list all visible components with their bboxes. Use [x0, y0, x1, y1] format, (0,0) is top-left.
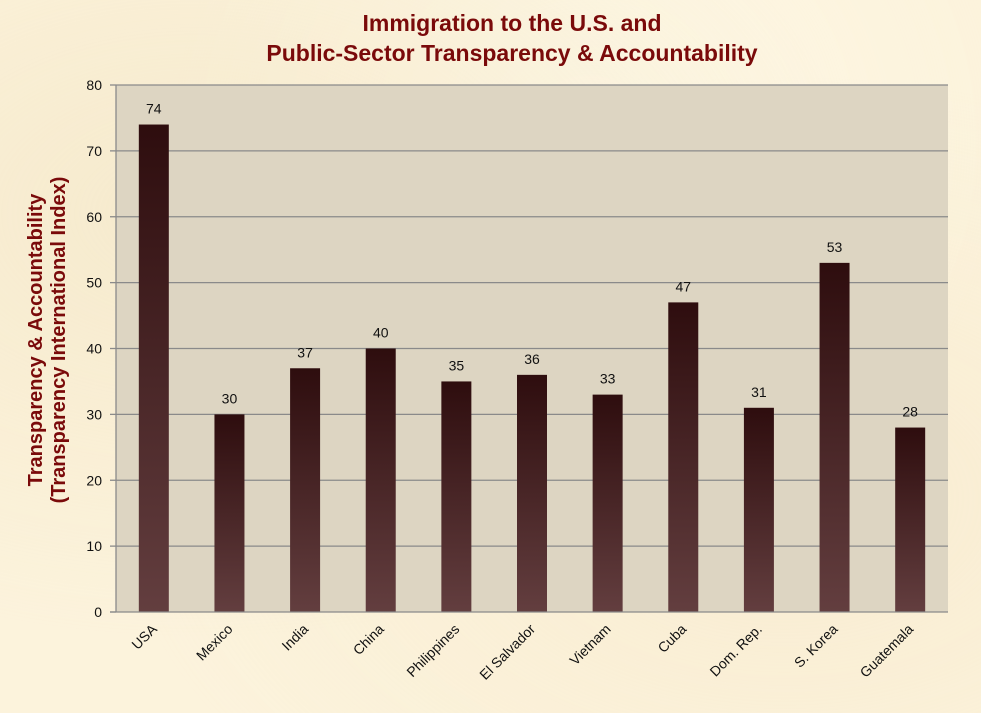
data-label: 74 — [146, 101, 162, 117]
bar — [819, 262, 850, 612]
bars — [138, 124, 926, 613]
y-tick-label: 10 — [86, 538, 102, 554]
x-tick-label: USA — [128, 620, 160, 652]
chart-title: Immigration to the U.S. and Public-Secto… — [0, 8, 981, 68]
x-tick-label: S. Korea — [791, 621, 841, 671]
bar — [517, 374, 547, 612]
chart-title-line-1: Immigration to the U.S. and — [362, 10, 662, 36]
y-tick-label: 50 — [86, 275, 102, 291]
x-tick-label: China — [350, 621, 387, 658]
data-label: 53 — [827, 239, 843, 255]
x-tick-label: El Salvador — [476, 621, 538, 683]
y-tick-label: 70 — [86, 143, 102, 159]
bar — [895, 427, 926, 612]
x-tick-label: Cuba — [654, 621, 689, 656]
x-tick-label: India — [278, 621, 311, 654]
bar — [592, 394, 623, 612]
data-label: 37 — [297, 344, 313, 360]
y-tick-label: 40 — [86, 341, 102, 357]
y-axis-ticks: 0 10 20 30 40 50 60 70 80 — [86, 77, 116, 620]
chart-title-line-2: Public-Sector Transparency & Accountabil… — [266, 40, 758, 66]
gridlines — [116, 84, 948, 547]
data-label: 36 — [524, 351, 540, 367]
x-axis-labels: USA Mexico India China Philippines El Salvado… — [128, 620, 916, 682]
bar — [138, 124, 169, 613]
x-tick-label: Mexico — [193, 621, 236, 664]
x-tick-label: Dom. Rep. — [706, 621, 765, 680]
y-tick-label: 20 — [86, 472, 102, 488]
bar — [668, 302, 699, 612]
x-tick-label: Vietnam — [566, 621, 613, 668]
data-label: 40 — [373, 325, 389, 341]
data-label: 33 — [600, 371, 616, 387]
data-label: 31 — [751, 384, 767, 400]
bar — [290, 368, 321, 612]
data-label: 30 — [222, 390, 238, 406]
y-tick-label: 0 — [94, 604, 102, 620]
data-label: 47 — [675, 278, 691, 294]
y-tick-label: 80 — [86, 77, 102, 93]
x-tick-label: Guatemala — [857, 621, 917, 681]
data-labels: 74 30 37 40 35 36 33 47 31 53 28 — [146, 101, 918, 420]
bar — [743, 407, 774, 612]
data-label: 28 — [902, 404, 918, 420]
x-tick-label: Philippines — [403, 621, 462, 680]
bar — [365, 348, 396, 612]
y-tick-label: 30 — [86, 406, 102, 422]
data-label: 35 — [449, 357, 465, 373]
bar — [214, 414, 245, 612]
bar — [441, 381, 472, 612]
y-tick-label: 60 — [86, 209, 102, 225]
